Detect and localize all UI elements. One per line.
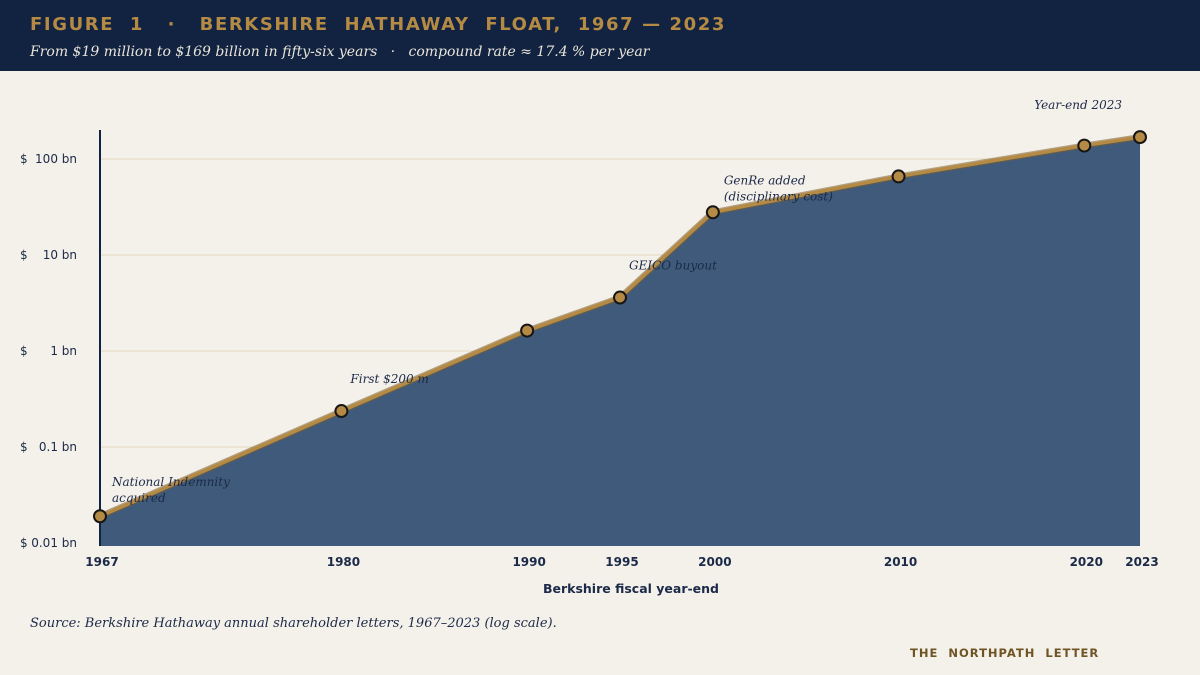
annotation-1995: GEICO buyout	[629, 259, 717, 273]
data-point-1980	[334, 404, 349, 419]
figure-title: FIGURE 1 · BERKSHIRE HATHAWAY FLOAT, 196…	[30, 14, 727, 35]
float-area	[100, 137, 1140, 547]
annotation-line: National Indemnity	[111, 475, 230, 489]
x-tick-label: 2010	[884, 555, 917, 569]
y-tick-currency: $	[20, 536, 28, 550]
annotation-line: GenRe added	[724, 173, 806, 187]
data-point-2020	[1077, 138, 1092, 153]
annotation-line: acquired	[112, 491, 166, 505]
header-bar: FIGURE 1 · BERKSHIRE HATHAWAY FLOAT, 196…	[0, 0, 1200, 71]
annotation-1980: First $200 m	[349, 372, 428, 386]
annotation-line: (disciplinary cost)	[724, 189, 833, 203]
annotation-1967: National Indemnity acquired	[111, 475, 230, 505]
x-tick-label: 2000	[698, 555, 731, 569]
annotation-line: Year-end 2023	[1034, 98, 1122, 112]
x-tick-label: 1995	[605, 555, 638, 569]
y-tick-currency: $	[20, 344, 28, 358]
data-point-2023	[1133, 130, 1147, 145]
annotation-2000: GenRe added (disciplinary cost)	[724, 173, 833, 203]
data-point-1967	[93, 509, 107, 524]
y-tick-currency: $	[20, 248, 28, 262]
data-point-1990	[520, 323, 535, 338]
y-tick-currency: $	[20, 152, 28, 166]
figure-subtitle: From $19 million to $169 billion in fift…	[30, 44, 650, 60]
y-tick-label: 0.1 bn	[39, 440, 77, 454]
x-tick-label: 2023	[1125, 555, 1158, 569]
annotation-line: GEICO buyout	[629, 259, 717, 273]
float-line	[99, 135, 1141, 518]
data-point-2010	[891, 169, 906, 184]
x-tick-label: 2020	[1070, 555, 1103, 569]
annotation-2023: Year-end 2023	[1034, 98, 1122, 112]
y-tick-label: 1 bn	[50, 344, 77, 358]
y-tick-label: 10 bn	[43, 248, 77, 262]
x-tick-label: 1990	[512, 555, 545, 569]
y-tick-label: 0.01 bn	[31, 536, 77, 550]
x-tick-label: 1980	[327, 555, 360, 569]
source-note: Source: Berkshire Hathaway annual shareh…	[30, 616, 557, 631]
y-tick-currency: $	[20, 440, 28, 454]
brand-label: THE NORTHPATH LETTER	[910, 646, 1100, 660]
data-point-1995	[613, 290, 627, 305]
data-point-2000	[705, 205, 720, 220]
annotation-line: First $200 m	[349, 372, 428, 386]
y-tick-label: 100 bn	[35, 152, 77, 166]
x-tick-label: 1967	[85, 555, 118, 569]
x-axis-title: Berkshire fiscal year-end	[543, 581, 719, 596]
